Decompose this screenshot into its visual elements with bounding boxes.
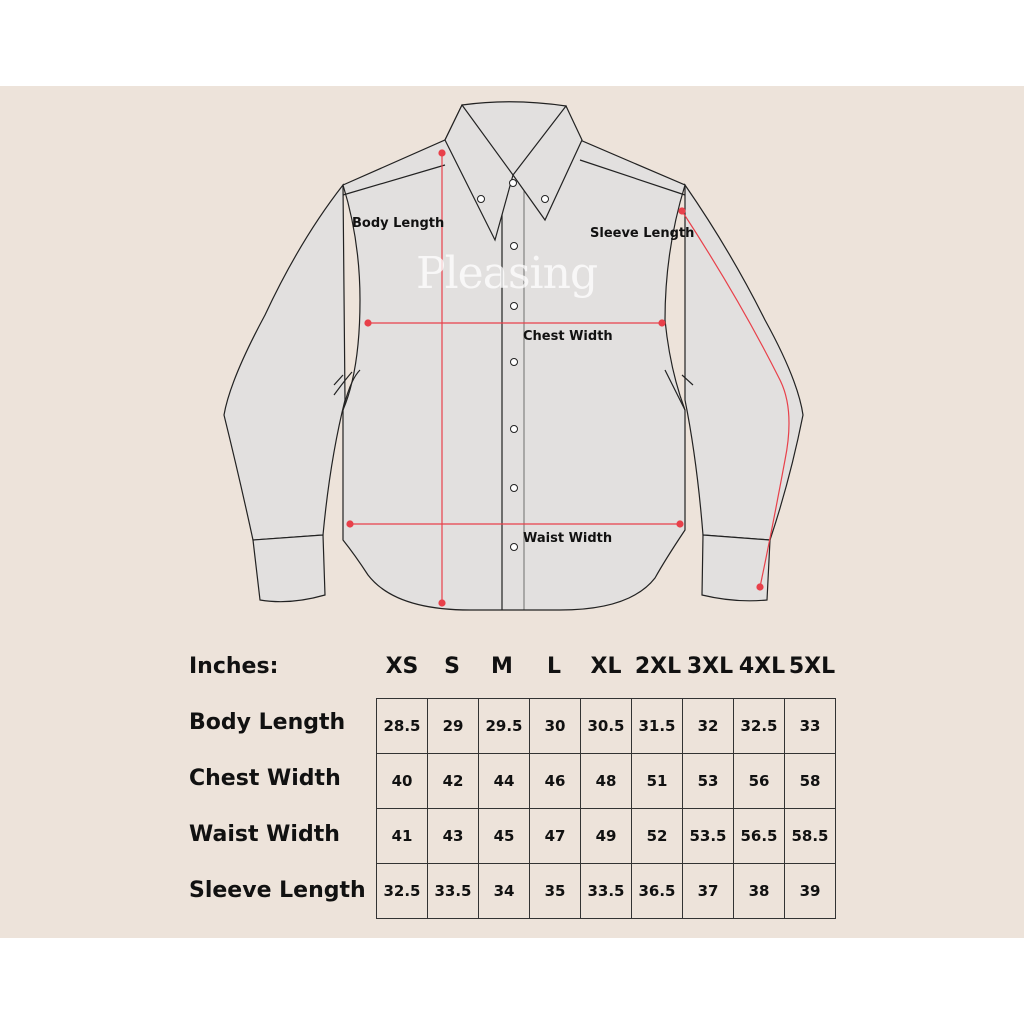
size-header: 2XL	[634, 654, 682, 679]
table-cell: 33.5	[427, 863, 479, 919]
table-cell: 56.5	[733, 808, 785, 864]
size-header: S	[444, 654, 460, 679]
collar-right	[512, 104, 583, 222]
left-sleeve	[223, 183, 346, 541]
table-cell: 47	[529, 808, 581, 864]
table-cell: 52	[631, 808, 683, 864]
table-cell: 51	[631, 753, 683, 809]
table-cell: 29	[427, 698, 479, 754]
right-cuff	[701, 534, 771, 602]
table-cell: 39	[784, 863, 836, 919]
size-header: 5XL	[788, 654, 836, 679]
table-cell: 56	[733, 753, 785, 809]
table-cell: 32.5	[376, 863, 428, 919]
buttons	[477, 179, 549, 551]
table-cell: 43	[427, 808, 479, 864]
size-header: XS	[385, 654, 419, 679]
table-row: 32.5 33.5 34 35 33.5 36.5 37 38 39	[376, 863, 836, 919]
table-cell: 45	[478, 808, 530, 864]
table-row: 41 43 45 47 49 52 53.5 56.5 58.5	[376, 808, 836, 864]
table-cell: 53.5	[682, 808, 734, 864]
table-cell: 58.5	[784, 808, 836, 864]
unit-label: Inches:	[189, 654, 279, 679]
table-cell: 41	[376, 808, 428, 864]
table-cell: 34	[478, 863, 530, 919]
chest-width-label: Chest Width	[523, 329, 613, 344]
sleeve-length-label: Sleeve Length	[590, 226, 695, 241]
table-cell: 44	[478, 753, 530, 809]
size-header: L	[546, 654, 562, 679]
table-cell: 40	[376, 753, 428, 809]
body-length-label: Body Length	[352, 216, 445, 231]
shirt-body	[342, 139, 686, 611]
size-header: 4XL	[738, 654, 786, 679]
size-header: M	[491, 654, 513, 679]
row-label: Sleeve Length	[189, 878, 366, 903]
table-row: 40 42 44 46 48 51 53 56 58	[376, 753, 836, 809]
table-cell: 33	[784, 698, 836, 754]
table-cell: 53	[682, 753, 734, 809]
table-cell: 49	[580, 808, 632, 864]
table-cell: 31.5	[631, 698, 683, 754]
table-cell: 29.5	[478, 698, 530, 754]
table-cell: 30	[529, 698, 581, 754]
table-row: 28.5 29 29.5 30 30.5 31.5 32 32.5 33	[376, 698, 836, 754]
table-cell: 37	[682, 863, 734, 919]
table-cell: 42	[427, 753, 479, 809]
sleeve-length-line	[681, 210, 790, 588]
row-label: Body Length	[189, 710, 346, 735]
table-cell: 28.5	[376, 698, 428, 754]
collar-left	[444, 103, 514, 242]
table-cell: 32.5	[733, 698, 785, 754]
table-cell: 48	[580, 753, 632, 809]
table-cell: 36.5	[631, 863, 683, 919]
size-header: 3XL	[686, 654, 734, 679]
waist-width-label: Waist Width	[523, 531, 613, 546]
row-label: Waist Width	[189, 822, 340, 847]
right-sleeve	[684, 183, 804, 541]
watermark-logo: Pleasing	[416, 248, 598, 299]
table-cell: 58	[784, 753, 836, 809]
size-header: XL	[590, 654, 622, 679]
table-cell: 35	[529, 863, 581, 919]
size-table: 28.5 29 29.5 30 30.5 31.5 32 32.5 33 40 42 44 46 48 51…	[376, 698, 836, 919]
table-cell: 38	[733, 863, 785, 919]
table-cell: 32	[682, 698, 734, 754]
left-cuff	[252, 534, 326, 603]
table-cell: 33.5	[580, 863, 632, 919]
table-cell: 46	[529, 753, 581, 809]
row-label: Chest Width	[189, 766, 341, 791]
table-cell: 30.5	[580, 698, 632, 754]
